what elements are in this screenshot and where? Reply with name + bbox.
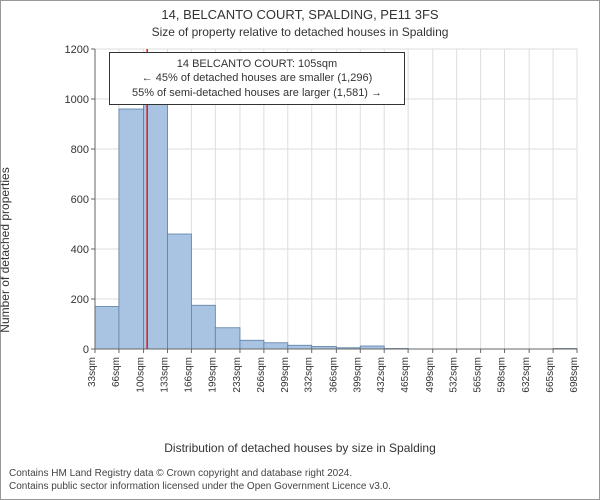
svg-text:299sqm: 299sqm	[280, 357, 291, 393]
svg-text:332sqm: 332sqm	[304, 357, 315, 393]
svg-text:399sqm: 399sqm	[352, 357, 363, 393]
footer-line2: Contains public sector information licen…	[9, 481, 391, 494]
svg-text:400: 400	[71, 244, 89, 256]
info-line2: ← 45% of detached houses are smaller (1,…	[116, 71, 398, 85]
svg-text:1000: 1000	[65, 94, 89, 106]
svg-text:199sqm: 199sqm	[207, 357, 218, 393]
svg-text:800: 800	[71, 144, 89, 156]
svg-text:565sqm: 565sqm	[473, 357, 484, 393]
svg-text:598sqm: 598sqm	[497, 357, 508, 393]
svg-text:133sqm: 133sqm	[159, 357, 170, 393]
svg-text:100sqm: 100sqm	[136, 357, 147, 393]
chart-title: 14, BELCANTO COURT, SPALDING, PE11 3FS	[1, 7, 599, 23]
info-box: 14 BELCANTO COURT: 105sqm ← 45% of detac…	[109, 52, 405, 105]
svg-text:465sqm: 465sqm	[400, 357, 411, 393]
chart-subtitle: Size of property relative to detached ho…	[1, 25, 599, 39]
svg-text:366sqm: 366sqm	[328, 357, 339, 393]
info-line1: 14 BELCANTO COURT: 105sqm	[116, 57, 398, 71]
chart-container: { "title": "14, BELCANTO COURT, SPALDING…	[0, 0, 600, 500]
svg-text:1200: 1200	[65, 45, 89, 56]
svg-text:698sqm: 698sqm	[569, 357, 580, 393]
svg-text:200: 200	[71, 294, 89, 306]
svg-text:532sqm: 532sqm	[449, 357, 460, 393]
footer-line1: Contains HM Land Registry data © Crown c…	[9, 468, 391, 481]
svg-text:233sqm: 233sqm	[232, 357, 243, 393]
svg-text:432sqm: 432sqm	[376, 357, 387, 393]
svg-text:665sqm: 665sqm	[545, 357, 556, 393]
svg-text:266sqm: 266sqm	[256, 357, 267, 393]
svg-text:600: 600	[71, 194, 89, 206]
svg-text:166sqm: 166sqm	[183, 357, 194, 393]
x-axis-label: Distribution of detached houses by size …	[1, 441, 599, 455]
svg-text:632sqm: 632sqm	[521, 357, 532, 393]
svg-text:499sqm: 499sqm	[425, 357, 436, 393]
footer: Contains HM Land Registry data © Crown c…	[9, 468, 391, 493]
info-line3: 55% of semi-detached houses are larger (…	[116, 86, 398, 100]
y-axis-label: Number of detached properties	[0, 167, 12, 332]
svg-text:66sqm: 66sqm	[111, 357, 122, 387]
svg-text:33sqm: 33sqm	[87, 357, 98, 387]
svg-text:0: 0	[83, 344, 89, 356]
